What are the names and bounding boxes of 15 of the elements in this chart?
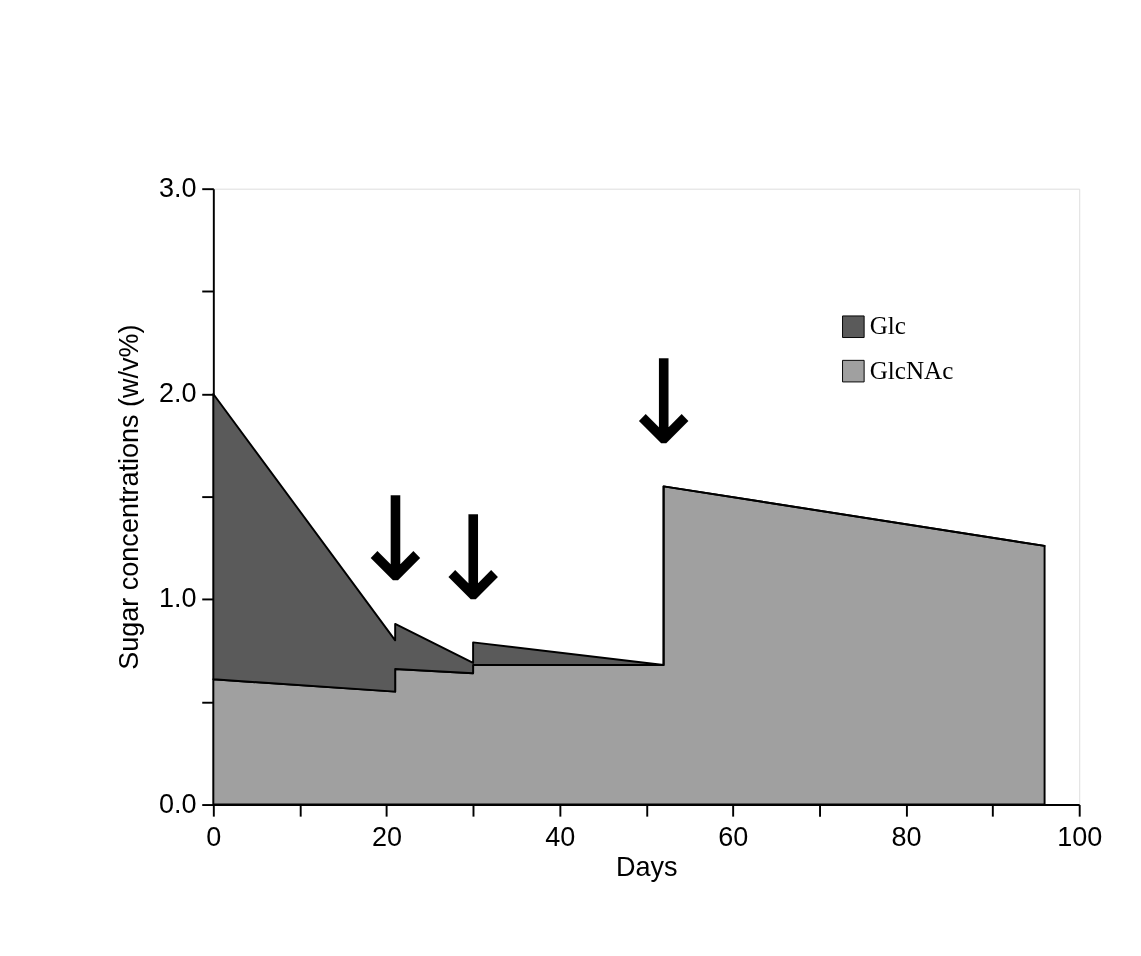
x-tick-label: 40 xyxy=(545,821,576,852)
x-tick-label: 20 xyxy=(371,821,403,852)
x-tick-label: 80 xyxy=(891,821,922,852)
y-tick-label: 0.0 xyxy=(158,788,197,819)
legend-label: GlcNAc xyxy=(869,356,954,384)
y-axis-title: Sugar concentrations (w/v%) xyxy=(113,324,144,670)
y-tick-label: 1.0 xyxy=(158,583,197,614)
x-tick-label: 60 xyxy=(718,821,749,852)
x-tick-label: 0 xyxy=(206,821,222,852)
y-tick-label: 2.0 xyxy=(158,378,197,409)
annotation: ↓ xyxy=(615,334,713,470)
x-axis-title: Days xyxy=(615,852,678,883)
y-tick-label: 3.0 xyxy=(158,172,197,203)
x-tick-label: 100 xyxy=(1057,821,1103,852)
legend-label: Glc xyxy=(869,312,906,340)
